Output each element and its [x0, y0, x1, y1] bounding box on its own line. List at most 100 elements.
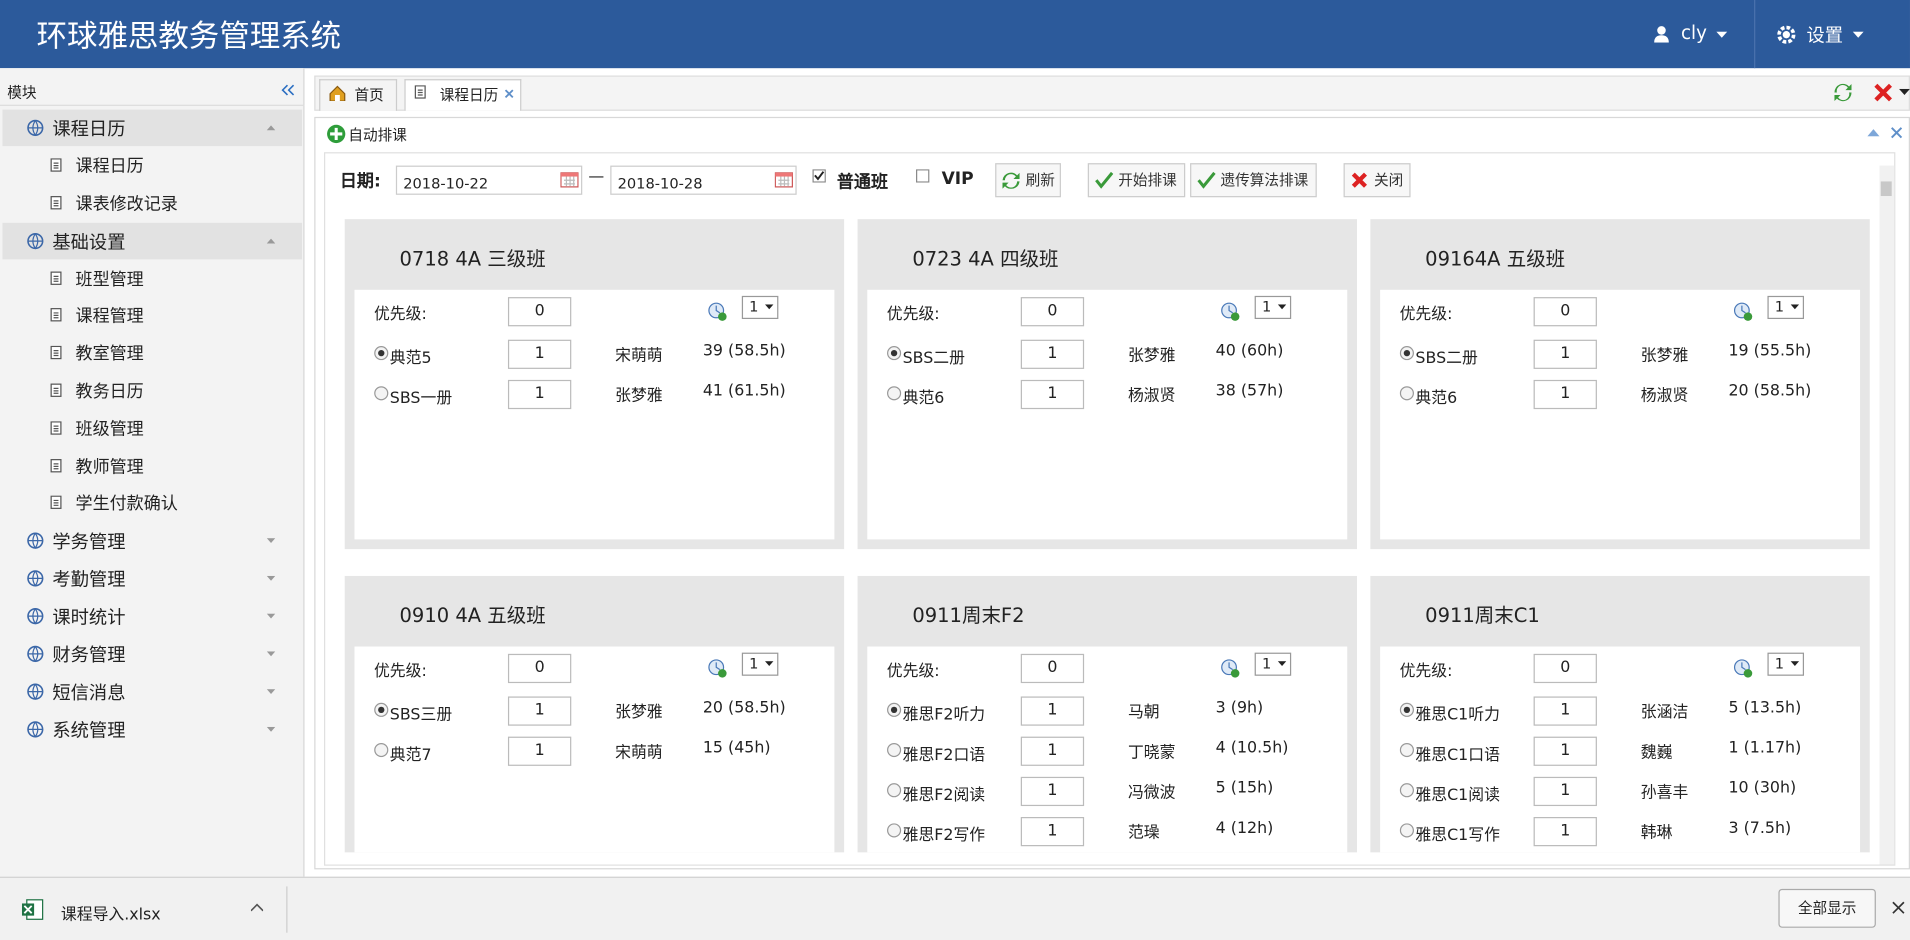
- card-body: [1380, 646, 1861, 853]
- menu-item[interactable]: 课程日历: [75, 157, 144, 177]
- scrollbar[interactable]: [1879, 165, 1895, 865]
- calendar-icon: [560, 172, 579, 188]
- course-name[interactable]: SBS二册: [1415, 349, 1478, 368]
- menu-group[interactable]: 课程日历: [52, 118, 126, 141]
- course-name[interactable]: 雅思F2听力: [902, 706, 986, 725]
- course-name[interactable]: 雅思C1阅读: [1415, 786, 1500, 805]
- menu-group[interactable]: 基础设置: [52, 230, 126, 253]
- course-count[interactable]: 1: [1020, 736, 1085, 766]
- priority-select[interactable]: 1: [1767, 652, 1805, 676]
- group-icon: [27, 645, 44, 663]
- menu-item[interactable]: 班型管理: [75, 269, 144, 290]
- course-count[interactable]: 1: [507, 339, 572, 369]
- course-name[interactable]: 雅思F2阅读: [902, 786, 986, 805]
- user-menu[interactable]: cly: [1680, 21, 1707, 44]
- course-count[interactable]: 1: [507, 379, 572, 410]
- close-all-icon[interactable]: [1873, 83, 1892, 102]
- menu-group[interactable]: 短信消息: [52, 682, 126, 705]
- menu-item[interactable]: 教务日历: [75, 382, 144, 402]
- course-name[interactable]: 典范6: [1415, 389, 1458, 408]
- panel-collapse[interactable]: [1867, 129, 1880, 137]
- show-all-button[interactable]: 全部显示: [1778, 888, 1876, 928]
- course-count[interactable]: 1: [1020, 379, 1085, 410]
- course-teacher: 杨淑贤: [1640, 387, 1689, 406]
- course-name[interactable]: 雅思F2写作: [902, 826, 986, 846]
- course-name[interactable]: SBS二册: [902, 349, 965, 368]
- date-input[interactable]: 2018-10-22: [395, 165, 583, 195]
- course-count[interactable]: 1: [1020, 817, 1085, 847]
- priority-select[interactable]: 1: [741, 295, 779, 320]
- radio: [887, 783, 902, 798]
- priority-select[interactable]: 1: [1767, 295, 1805, 320]
- toolbar-button[interactable]: 刷新: [995, 163, 1061, 198]
- course-count[interactable]: 1: [1533, 339, 1597, 369]
- schedule-icon: [708, 302, 727, 321]
- toolbar-button[interactable]: 遗传算法排课: [1190, 163, 1317, 198]
- course-count[interactable]: 1: [1020, 776, 1085, 807]
- group-icon: [27, 683, 44, 701]
- course-teacher: 张梦雅: [615, 703, 663, 723]
- menu-group[interactable]: 财务管理: [52, 644, 126, 667]
- menu-item[interactable]: 教室管理: [75, 344, 144, 365]
- course-name[interactable]: SBS一册: [389, 389, 453, 408]
- course-name[interactable]: SBS三册: [389, 706, 453, 725]
- course-name[interactable]: 雅思C1听力: [1415, 706, 1500, 725]
- menu-group[interactable]: 考勤管理: [52, 568, 126, 591]
- course-count[interactable]: 1: [1020, 696, 1085, 726]
- caret-up[interactable]: [250, 903, 264, 912]
- menu-group[interactable]: 课时统计: [52, 606, 126, 629]
- priority-input[interactable]: 0: [1533, 297, 1597, 327]
- download-file[interactable]: 课程导入.xlsx: [60, 905, 161, 925]
- group-icon: [27, 721, 44, 738]
- menu-group[interactable]: 学务管理: [52, 531, 126, 554]
- course-count[interactable]: 1: [1533, 736, 1597, 766]
- item-icon: [50, 158, 62, 172]
- app-title: 环球雅思教务管理系统: [36, 18, 342, 54]
- menu-group[interactable]: 系统管理: [52, 719, 126, 742]
- priority-input[interactable]: 0: [1020, 653, 1085, 684]
- course-count[interactable]: 1: [507, 696, 572, 726]
- course-name[interactable]: 典范5: [389, 349, 432, 368]
- date-input[interactable]: 2018-10-28: [610, 165, 797, 195]
- course-count[interactable]: 1: [1533, 776, 1597, 807]
- course-count[interactable]: 1: [1533, 696, 1597, 726]
- course-count[interactable]: 1: [1533, 379, 1597, 410]
- course-name[interactable]: 雅思C1写作: [1415, 826, 1500, 846]
- priority-input[interactable]: 0: [1533, 653, 1597, 684]
- priority-select[interactable]: 1: [741, 652, 779, 676]
- course-name[interactable]: 典范7: [389, 746, 432, 765]
- toolbar-button[interactable]: 开始排课: [1087, 163, 1186, 198]
- close-download-bar[interactable]: [1892, 901, 1905, 914]
- priority-input[interactable]: 0: [507, 653, 572, 684]
- course-count[interactable]: 1: [1533, 817, 1597, 847]
- course-name[interactable]: 雅思C1口语: [1415, 746, 1500, 765]
- checkbox-label[interactable]: 普通班: [836, 172, 888, 193]
- collapse-icon[interactable]: [280, 84, 295, 96]
- priority-select[interactable]: 1: [1254, 652, 1292, 676]
- course-name[interactable]: 典范6: [902, 389, 945, 408]
- radio: [1399, 702, 1414, 717]
- priority-input[interactable]: 0: [1020, 297, 1085, 327]
- course-count[interactable]: 1: [1020, 339, 1085, 369]
- menu-item[interactable]: 课表修改记录: [75, 194, 178, 215]
- refresh-icon[interactable]: [1833, 83, 1852, 102]
- settings-menu[interactable]: 设置: [1806, 24, 1844, 47]
- menu-item[interactable]: 班级管理: [75, 419, 144, 440]
- priority-select[interactable]: 1: [1254, 295, 1292, 320]
- card-title: 0911周末F2: [912, 603, 1025, 628]
- menu-item[interactable]: 学生付款确认: [75, 494, 178, 515]
- checkbox-label[interactable]: VIP: [941, 169, 974, 189]
- priority-input[interactable]: 0: [507, 297, 572, 327]
- tab-label[interactable]: 课程日历: [439, 86, 499, 104]
- user-icon: [1654, 26, 1669, 43]
- scroll-thumb[interactable]: [1880, 181, 1892, 197]
- course-teacher: 张梦雅: [615, 387, 663, 406]
- menu-item[interactable]: 教师管理: [75, 457, 144, 477]
- download-bar: [0, 876, 1910, 940]
- menu-item[interactable]: 课程管理: [75, 307, 144, 327]
- tab-label[interactable]: 首页: [354, 86, 384, 104]
- toolbar-button[interactable]: 关闭: [1343, 163, 1411, 198]
- course-name[interactable]: 雅思F2口语: [902, 746, 986, 765]
- panel-close[interactable]: [1890, 127, 1903, 139]
- course-count[interactable]: 1: [507, 736, 572, 766]
